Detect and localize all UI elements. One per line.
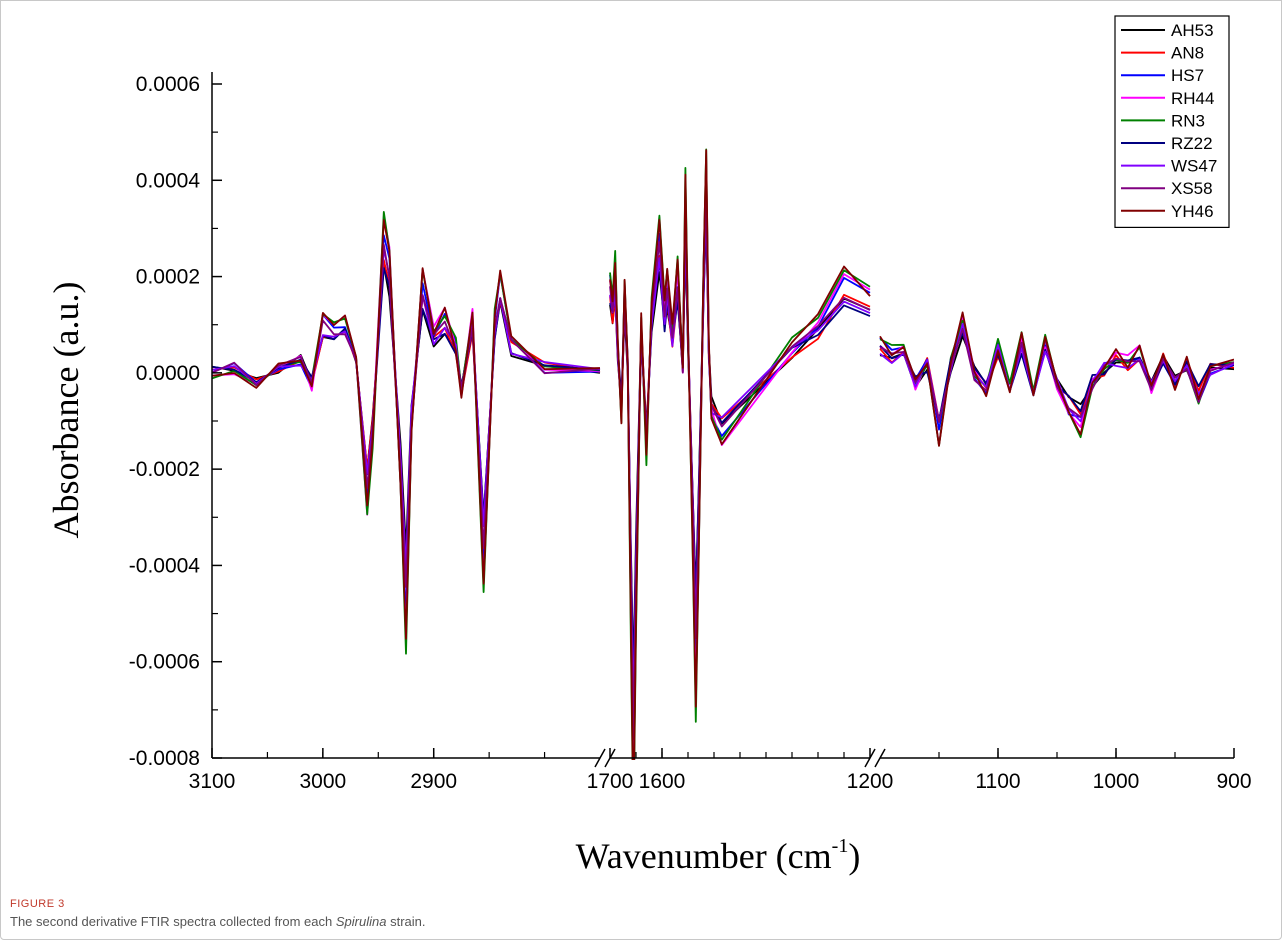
- x-tick-label: 1100: [975, 770, 1020, 793]
- x-tick-label: 1000: [1093, 770, 1140, 793]
- y-tick-label: 0.0006: [136, 73, 200, 96]
- x-tick-label: 3000: [299, 770, 346, 793]
- legend-label-rz22: RZ22: [1171, 134, 1213, 153]
- caption-text-before: The second derivative FTIR spectra colle…: [10, 914, 336, 929]
- legend-label-yh46: YH46: [1171, 202, 1214, 221]
- x-axis-title: Wavenumber (cm-1): [576, 835, 861, 876]
- axis-break-mark: [864, 748, 876, 768]
- y-tick-label: 0.0002: [136, 266, 200, 289]
- x-axis-title-tail: ): [848, 836, 860, 876]
- legend-label-ws47: WS47: [1171, 157, 1217, 176]
- x-tick-label: 1700: [587, 770, 634, 793]
- x-axis-title-main: Wavenumber (cm: [576, 836, 832, 876]
- legend-label-xs58: XS58: [1171, 179, 1213, 198]
- legend-box: [1114, 15, 1230, 228]
- axis-break-mark: [604, 748, 616, 768]
- legend: AH53 AN8 HS7 RH44 RN3 RZ22 WS47 XS58 YH46: [1114, 15, 1230, 228]
- caption-species: Spirulina: [335, 914, 387, 929]
- y-tick-label: 0.0004: [136, 169, 201, 192]
- legend-label-rn3: RN3: [1171, 111, 1205, 130]
- legend-label-ah53: AH53: [1171, 21, 1214, 40]
- y-axis-title: Absorbance (a.u.): [46, 282, 86, 539]
- series-line-yh46: [212, 149, 1234, 760]
- axis-break-mark: [594, 748, 606, 768]
- y-tick-label: -0.0008: [129, 747, 200, 770]
- x-tick-label: 1600: [639, 770, 686, 793]
- x-tick-label: 2900: [410, 770, 457, 793]
- x-tick-label: 1200: [847, 770, 894, 793]
- ftir-chart: 0.0006 0.0004 0.0002 0.0000 -0.0002 -0.0004 -0…: [46, 15, 1252, 876]
- x-tick-label: 3100: [189, 770, 236, 793]
- x-axis-title-sup: -1: [832, 835, 849, 857]
- axes-layer: 0.0006 0.0004 0.0002 0.0000 -0.0002 -0.0004 -0…: [129, 72, 1252, 793]
- series-line-xs58: [212, 188, 1234, 740]
- y-tick-label: -0.0002: [129, 458, 200, 481]
- axis-break-mark: [874, 748, 886, 768]
- legend-label-an8: AN8: [1171, 44, 1204, 63]
- legend-label-hs7: HS7: [1171, 66, 1204, 85]
- y-tick-label: 0.0000: [136, 362, 200, 385]
- caption-text-after: strain.: [386, 914, 426, 929]
- figure-caption: The second derivative FTIR spectra colle…: [10, 914, 425, 929]
- series-layer: [212, 148, 1234, 760]
- figure-label: FIGURE 3: [10, 898, 65, 910]
- y-tick-label: -0.0006: [129, 651, 200, 674]
- y-tick-label: -0.0004: [129, 554, 201, 577]
- x-tick-label: 900: [1216, 770, 1251, 793]
- legend-label-rh44: RH44: [1171, 89, 1214, 108]
